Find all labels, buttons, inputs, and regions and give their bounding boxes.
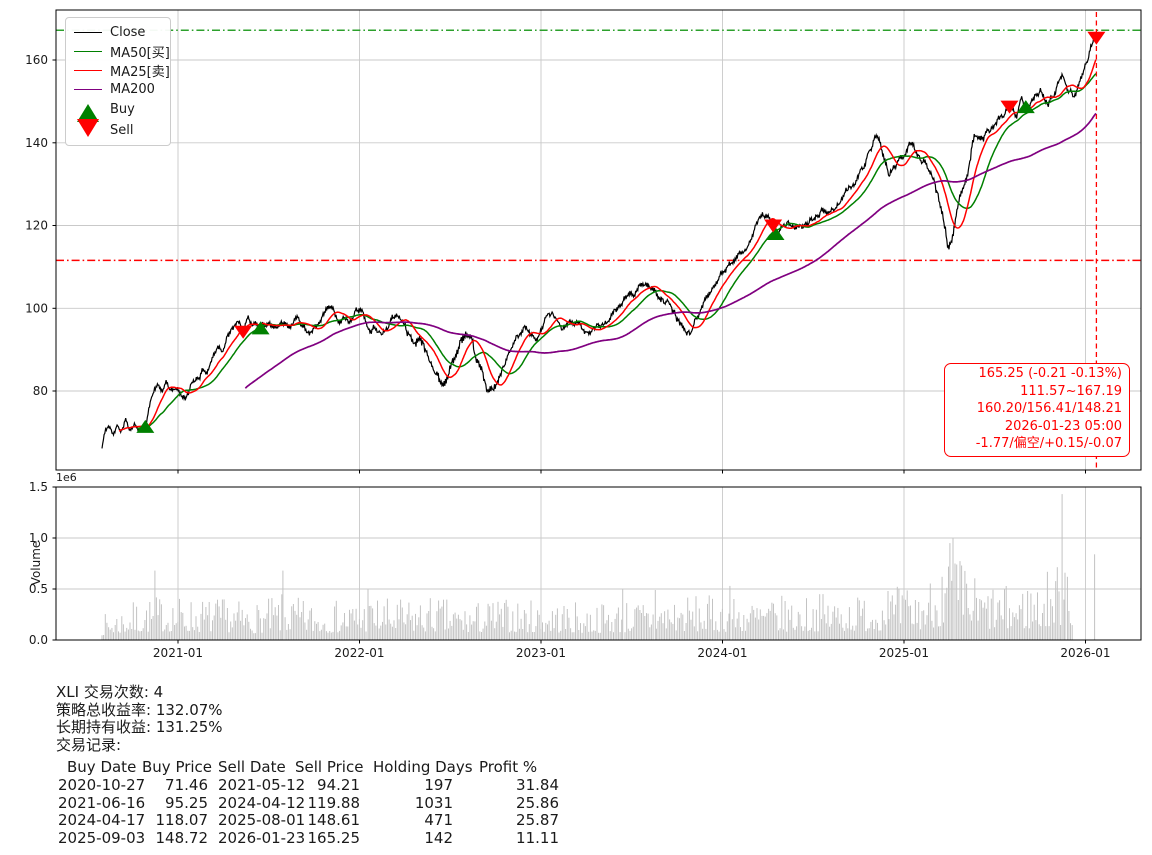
trade-cell: 1031 — [414, 793, 453, 812]
trade-cell: 2025-08-01 — [218, 811, 306, 829]
y-tick-label: 80 — [33, 384, 48, 398]
trade-cell: 119.88 — [307, 793, 361, 812]
legend-item-close: Close — [72, 23, 164, 42]
x-tick-label: 2021-01 — [153, 646, 203, 660]
annotation-range: 111.57~167.19 — [1020, 383, 1122, 399]
summary-stats: XLI 交易次数: 4 策略总收益率: 132.07% 长期持有收益: 131.… — [56, 683, 223, 754]
trade-header: Buy Price — [142, 758, 213, 776]
trade-cell: 11.11 — [516, 828, 559, 847]
legend-item-ma50: MA50[买] — [72, 42, 170, 61]
legend-label: MA200 — [110, 82, 155, 97]
trade-cell: 197 — [424, 776, 453, 794]
trade-cell: 2026-01-23 — [218, 828, 306, 847]
sell-marker — [1000, 100, 1019, 114]
trade-cell: 94.21 — [317, 776, 360, 794]
trade-cell: 165.25 — [307, 828, 361, 847]
legend-label: Sell — [110, 123, 134, 138]
legend-item-buy: Buy — [72, 99, 164, 122]
ma25-line — [118, 59, 1097, 432]
legend-item-sell: Sell — [72, 119, 164, 141]
ma50-line-swatch — [72, 51, 104, 52]
price-plot-frame — [55, 9, 1142, 471]
legend: Close MA50[买] MA25[卖] MA200 Buy Sell — [65, 17, 171, 146]
ma200-line — [244, 112, 1097, 389]
trade-cell: 95.25 — [165, 793, 208, 812]
x-tick-label: 2023-01 — [516, 646, 566, 660]
legend-label: MA50[买] — [110, 46, 170, 61]
trade-cell: 25.86 — [516, 793, 559, 812]
volume-bars — [101, 494, 1096, 640]
trade-cell: 2020-10-27 — [58, 776, 146, 794]
volume-plot-frame — [55, 486, 1142, 641]
legend-item-ma25: MA25[卖] — [72, 61, 170, 80]
y-tick-label: 100 — [25, 301, 48, 315]
trade-header: Sell Price — [295, 758, 364, 776]
annotation-datetime: 2026-01-23 05:00 — [1004, 418, 1122, 434]
x-tick-label: 2022-01 — [334, 646, 384, 660]
y-tick-label: 120 — [25, 219, 48, 233]
trade-cell: 118.07 — [155, 811, 209, 829]
buy-marker — [251, 321, 270, 335]
trade-cell: 148.72 — [155, 828, 209, 847]
annotation-mas: 160.20/156.41/148.21 — [976, 401, 1122, 417]
volume-tick-label: 1.5 — [29, 480, 48, 494]
trade-header: Holding Days — [373, 758, 473, 776]
trade-cell: 2021-06-16 — [58, 793, 146, 812]
trade-header: Sell Date — [218, 758, 286, 776]
buy-marker — [136, 419, 155, 433]
buy-marker — [1016, 100, 1035, 114]
buy-marker — [766, 226, 785, 240]
trade-header: Buy Date — [67, 758, 137, 776]
legend-label: Buy — [110, 102, 135, 117]
axis-labels: 2021-01 2022-01 2023-01 2024-01 2025-01 2026-… — [25, 53, 1110, 660]
chart-canvas: 2021-01 2022-01 2023-01 2024-01 2025-01 2026-… — [25, 9, 1142, 660]
buy-triangle-icon — [72, 104, 104, 122]
trade-cell: 2025-09-03 — [58, 828, 146, 847]
x-tick-label: 2025-01 — [879, 646, 929, 660]
volume-axis-title: Volume — [29, 541, 43, 586]
legend-item-ma200: MA200 — [72, 80, 164, 99]
trade-cell: 2024-04-17 — [58, 811, 146, 829]
volume-tick-label: 0.0 — [29, 633, 48, 647]
trade-header: Profit % — [479, 758, 538, 776]
y-tick-label: 160 — [25, 53, 48, 67]
annotation-box: 165.25 (-0.21 -0.13%) 111.57~167.19 160.… — [944, 363, 1130, 457]
close-line-swatch — [72, 32, 104, 33]
trade-count: XLI 交易次数: 4 — [56, 683, 164, 701]
trade-cell: 2024-04-12 — [218, 793, 306, 812]
x-tick-label: 2024-01 — [697, 646, 747, 660]
ma25-line-swatch — [72, 70, 104, 71]
legend-label: Close — [110, 25, 146, 40]
trade-cell: 25.87 — [516, 811, 559, 829]
trade-cell: 142 — [424, 828, 453, 847]
sell-marker — [1087, 31, 1106, 45]
hold-return: 长期持有收益: 131.25% — [56, 718, 223, 736]
sell-marker — [764, 219, 783, 233]
legend-label: MA25[卖] — [110, 65, 170, 80]
trade-cell: 71.46 — [165, 776, 208, 794]
records-label: 交易记录: — [56, 735, 122, 754]
trade-cell: 2021-05-12 — [218, 776, 306, 794]
strategy-return: 策略总收益率: 132.07% — [56, 700, 223, 719]
annotation-price: 165.25 (-0.21 -0.13%) — [978, 366, 1122, 381]
volume-tick-label: 1.0 — [29, 531, 48, 545]
trade-cell: 471 — [424, 811, 453, 829]
x-tick-label: 2026-01 — [1060, 646, 1110, 660]
volume-offset-label: 1e6 — [56, 471, 77, 484]
sell-triangle-icon — [72, 119, 104, 137]
sell-marker — [234, 325, 253, 339]
y-tick-label: 140 — [25, 136, 48, 150]
axis-ticks — [52, 59, 1086, 644]
ma200-line-swatch — [72, 89, 104, 90]
ma50-line — [136, 73, 1097, 430]
annotation-signal: -1.77/偏空/+0.15/-0.07 — [975, 436, 1122, 452]
volume-tick-label: 0.5 — [29, 582, 48, 596]
trade-cell: 31.84 — [516, 776, 559, 794]
trade-cell: 148.61 — [307, 811, 361, 829]
